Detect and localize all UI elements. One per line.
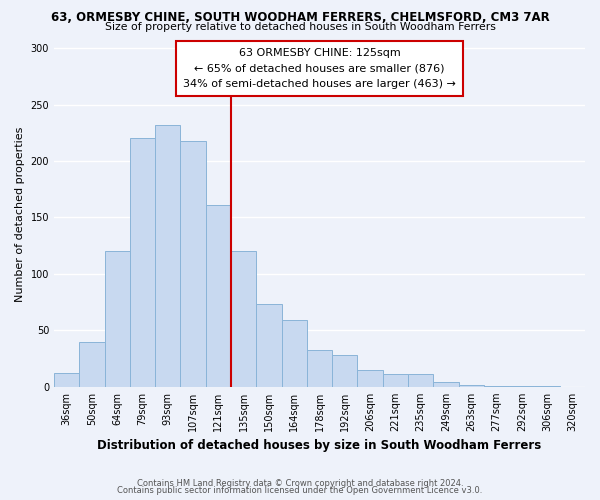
- Bar: [104, 252, 130, 387]
- Bar: [231, 252, 256, 387]
- Text: Contains HM Land Registry data © Crown copyright and database right 2024.: Contains HM Land Registry data © Crown c…: [137, 478, 463, 488]
- Text: 63 ORMESBY CHINE: 125sqm
← 65% of detached houses are smaller (876)
34% of semi-: 63 ORMESBY CHINE: 125sqm ← 65% of detach…: [183, 48, 456, 89]
- Bar: [130, 138, 155, 387]
- Bar: [484, 386, 509, 387]
- Bar: [307, 350, 332, 387]
- Bar: [358, 370, 383, 387]
- Bar: [509, 386, 535, 387]
- Bar: [54, 374, 79, 387]
- Bar: [281, 320, 307, 387]
- Y-axis label: Number of detached properties: Number of detached properties: [15, 127, 25, 302]
- Text: Size of property relative to detached houses in South Woodham Ferrers: Size of property relative to detached ho…: [104, 22, 496, 32]
- Bar: [332, 355, 358, 387]
- Bar: [433, 382, 458, 387]
- Bar: [155, 125, 181, 387]
- Bar: [408, 374, 433, 387]
- Bar: [181, 140, 206, 387]
- X-axis label: Distribution of detached houses by size in South Woodham Ferrers: Distribution of detached houses by size …: [97, 440, 542, 452]
- Text: 63, ORMESBY CHINE, SOUTH WOODHAM FERRERS, CHELMSFORD, CM3 7AR: 63, ORMESBY CHINE, SOUTH WOODHAM FERRERS…: [50, 11, 550, 24]
- Bar: [535, 386, 560, 387]
- Bar: [256, 304, 281, 387]
- Text: Contains public sector information licensed under the Open Government Licence v3: Contains public sector information licen…: [118, 486, 482, 495]
- Bar: [458, 384, 484, 387]
- Bar: [206, 205, 231, 387]
- Bar: [383, 374, 408, 387]
- Bar: [79, 342, 104, 387]
